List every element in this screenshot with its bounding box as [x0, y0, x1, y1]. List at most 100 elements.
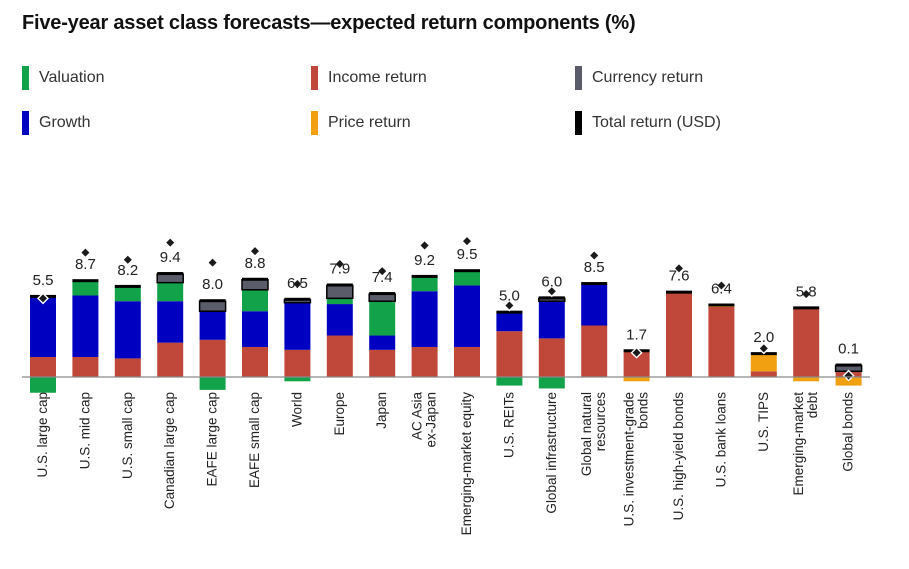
category-label-line: U.S. large cap	[35, 392, 50, 478]
legend-swatch-growth	[22, 111, 29, 135]
legend-item-price-return: Price return	[311, 111, 411, 135]
total-return-label: 8.2	[117, 262, 138, 279]
total-return-label: 7.6	[669, 268, 690, 285]
total-return-marker	[376, 265, 389, 278]
chart-title: Five-year asset class forecasts—expected…	[22, 12, 636, 34]
total-return-marker	[79, 246, 92, 259]
bar-segment-growth	[157, 301, 184, 343]
legend-label-total-return: Total return (USD)	[592, 114, 721, 131]
total-return-marker	[291, 278, 304, 291]
bar-segment-income-return	[411, 346, 438, 377]
category-label: Emerging-marketdebt	[791, 392, 820, 496]
total-return-cap	[835, 363, 862, 367]
category-label-line: U.S. bank loans	[713, 392, 728, 488]
bar-segment-valuation	[411, 276, 438, 292]
bar-segment-income-return	[157, 342, 184, 377]
bar-segment-growth	[496, 312, 523, 332]
total-return-label: 8.7	[75, 256, 96, 273]
total-return-label: 6.4	[711, 281, 732, 298]
total-return-marker	[630, 346, 643, 359]
total-return-label: 6.5	[287, 275, 308, 292]
total-return-cap	[326, 283, 353, 287]
total-return-cap	[411, 274, 438, 278]
category-label: Global infrastructure	[544, 392, 559, 514]
bar-segment-growth	[411, 291, 438, 347]
total-return-marker	[842, 369, 855, 382]
total-return-marker	[673, 262, 685, 275]
category-label-line: ex-Japan	[424, 392, 439, 448]
bar-segment-growth	[30, 296, 56, 357]
category-label-line: U.S. investment-grade	[622, 392, 637, 526]
bar-segment-income-return	[581, 325, 608, 377]
total-return-label: 9.4	[160, 249, 181, 266]
category-label-line: Global bonds	[841, 392, 856, 472]
total-return-cap	[114, 284, 141, 288]
bar-segment-valuation	[242, 289, 268, 312]
category-label-line: U.S. small cap	[120, 392, 135, 479]
legend-swatch-total-return	[575, 111, 582, 135]
bar-segment-income-return	[242, 346, 268, 377]
bar-segment-valuation	[454, 271, 480, 286]
legend-label-valuation: Valuation	[39, 69, 105, 86]
category-label: Europe	[332, 392, 347, 436]
total-return-marker	[757, 342, 770, 355]
legend-swatch-income-return	[311, 66, 318, 90]
total-return-cap	[708, 303, 735, 307]
total-return-label: 2.0	[753, 329, 774, 346]
legend-item-income-return: Income return	[311, 66, 427, 90]
total-return-marker	[333, 258, 346, 271]
legend-label-growth: Growth	[39, 114, 91, 131]
total-return-marker	[588, 249, 601, 262]
bar-segment-currency-return	[326, 284, 354, 300]
category-label: Canadian large cap	[162, 392, 177, 509]
bar-segment-valuation	[199, 377, 226, 390]
category-label: U.S. TIPS	[756, 392, 771, 452]
legend-item-valuation: Valuation	[22, 66, 105, 90]
bar-segment-income-return	[496, 331, 523, 377]
bar-segment-income-return	[708, 306, 735, 377]
bar-segment-income-return	[793, 308, 820, 377]
total-return-marker	[164, 236, 177, 249]
category-label-line: EAFE small cap	[247, 392, 262, 488]
total-return-label: 8.0	[202, 276, 223, 293]
total-return-cap	[369, 292, 396, 296]
total-return-marker	[545, 285, 558, 298]
total-return-cap	[496, 310, 523, 314]
total-return-label: 8.8	[245, 255, 266, 272]
bar-segment-growth	[284, 302, 311, 350]
category-label: U.S. bank loans	[713, 392, 728, 488]
bar-segment-valuation	[30, 377, 56, 393]
legend-swatch-valuation	[22, 66, 29, 90]
category-label: U.S. large cap	[35, 392, 50, 478]
bar-segment-valuation	[538, 377, 565, 389]
total-return-label: 9.2	[414, 252, 435, 269]
total-return-label: 5.0	[499, 288, 520, 305]
total-return-cap	[284, 297, 311, 301]
legend-item-currency-return: Currency return	[575, 66, 703, 90]
category-label-line: Europe	[332, 392, 347, 436]
total-return-cap	[454, 269, 480, 273]
legend-swatch-price-return	[311, 111, 318, 135]
bar-segment-growth	[326, 304, 353, 336]
bar-segment-income-return	[199, 339, 226, 377]
legend-item-growth: Growth	[22, 111, 91, 135]
bar-segment-growth	[581, 284, 608, 326]
category-label: EAFE small cap	[247, 392, 262, 488]
total-return-cap	[793, 306, 820, 310]
total-return-cap	[666, 290, 692, 294]
bar-segment-price-return	[623, 377, 650, 382]
bar-segment-valuation	[157, 282, 184, 302]
total-return-marker	[461, 235, 473, 248]
category-label-line: U.S. mid cap	[77, 392, 92, 469]
total-return-label: 0.1	[838, 341, 859, 358]
category-label: World	[289, 392, 304, 427]
total-return-marker	[249, 245, 261, 258]
bar-segment-growth	[199, 311, 226, 340]
legend-label-currency-return: Currency return	[592, 69, 704, 86]
bar-segment-growth	[72, 295, 99, 357]
category-label-line: U.S. TIPS	[756, 392, 771, 452]
total-return-label: 9.5	[457, 246, 478, 263]
bar-segment-income-return	[114, 358, 141, 377]
bar-segment-valuation	[369, 301, 396, 336]
total-return-label: 5.8	[796, 283, 817, 300]
